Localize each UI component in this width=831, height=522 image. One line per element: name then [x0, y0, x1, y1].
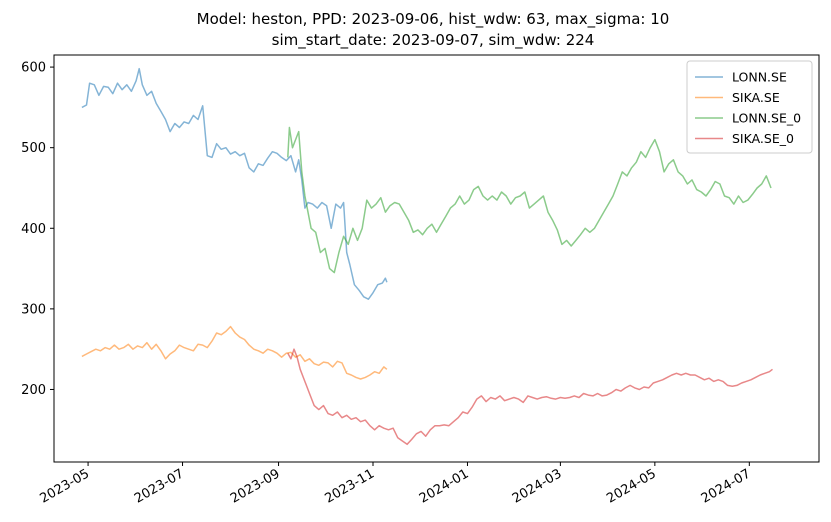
legend-box [686, 60, 813, 154]
plot-frame [53, 54, 820, 463]
chart-subtitle: sim_start_date: 2023-09-07, sim_wdw: 224 [272, 31, 595, 50]
series-line-2 [287, 126, 772, 274]
x-tick-label: 2023-05 [38, 466, 93, 506]
legend-label: LONN.SE_0 [732, 111, 801, 126]
x-tick-label: 2024-01 [417, 466, 472, 506]
x-tick-label: 2024-07 [699, 466, 754, 506]
legend-label: SIKA.SE_0 [732, 131, 794, 146]
legend-label: LONN.SE [732, 70, 787, 85]
x-tick-label: 2024-03 [510, 466, 565, 506]
y-tick-label: 300 [21, 302, 46, 317]
x-tick-label: 2024-05 [604, 466, 659, 506]
x-tick-label: 2023-07 [132, 466, 187, 506]
series-line-3 [287, 348, 773, 446]
y-axis: 200 300 400 500 600 [21, 61, 54, 398]
series-line-1 [81, 325, 388, 380]
y-tick-label: 600 [21, 61, 46, 76]
y-tick-label: 200 [21, 383, 46, 398]
y-tick-label: 400 [21, 222, 46, 237]
y-tick-label: 500 [21, 141, 46, 156]
series-lines [81, 67, 773, 446]
chart-title: Model: heston, PPD: 2023-09-06, hist_wdw… [197, 10, 670, 29]
x-tick-label: 2023-11 [322, 466, 377, 506]
x-axis: 2023-05 2023-07 2023-09 2023-11 2024-01 2024-… [38, 462, 754, 507]
legend-label: SIKA.SE [732, 90, 780, 105]
legend: LONN.SE SIKA.SE LONN.SE_0 SIKA.SE_0 [686, 60, 813, 154]
x-tick-label: 2023-09 [228, 466, 283, 506]
series-line-0 [81, 67, 388, 300]
